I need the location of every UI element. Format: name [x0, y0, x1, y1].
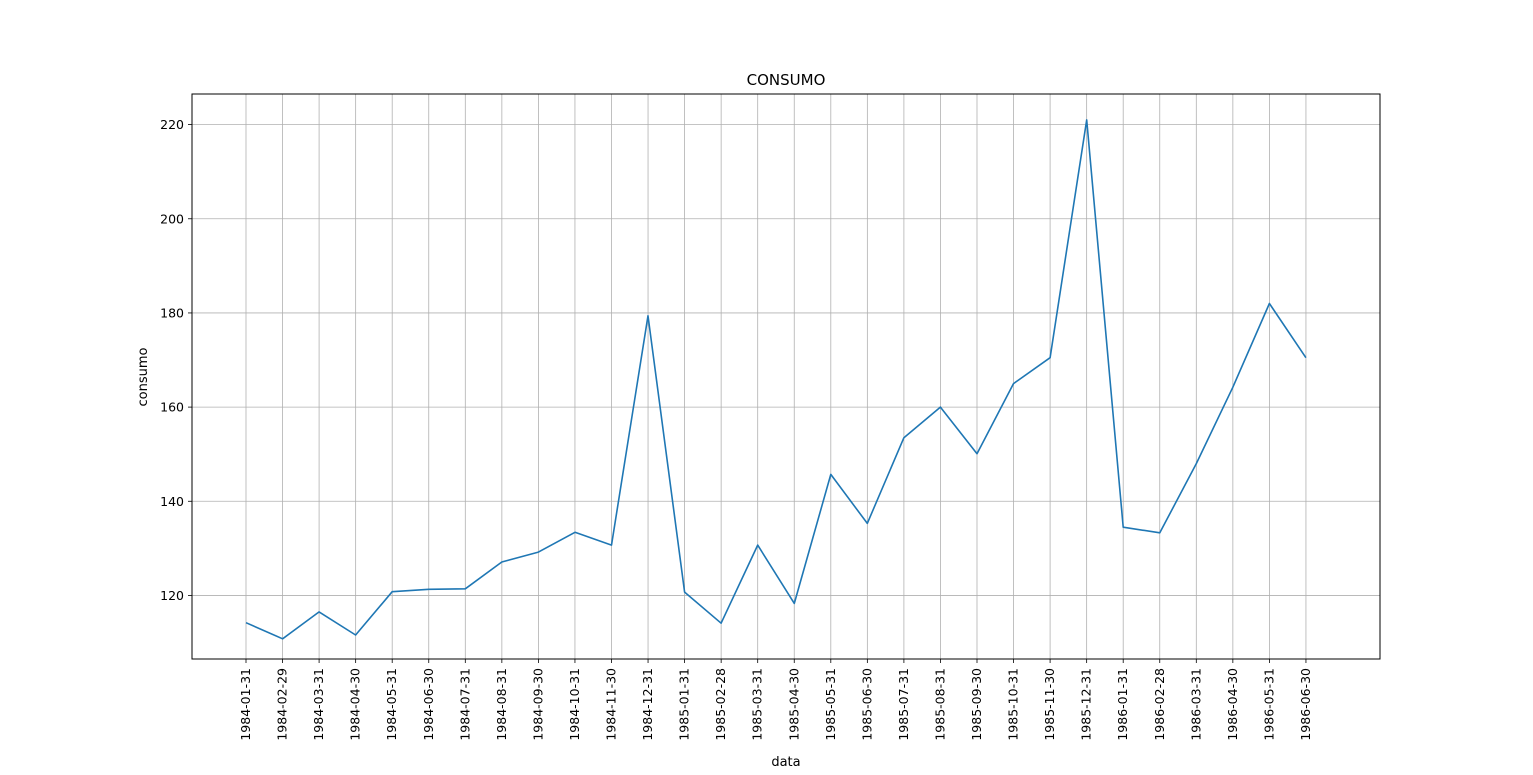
y-tick-label: 200 [160, 211, 184, 226]
x-tick-label: 1985-09-30 [969, 668, 984, 741]
x-tick-label: 1986-02-28 [1152, 668, 1167, 741]
x-tick-label: 1986-04-30 [1225, 668, 1240, 741]
x-tick-label: 1985-06-30 [859, 668, 874, 741]
series-line [245, 119, 1307, 640]
y-tick-label: 160 [160, 400, 184, 415]
x-tick-label: 1985-07-31 [896, 668, 911, 741]
x-tick-label: 1985-03-31 [750, 668, 765, 741]
x-tick-label: 1985-04-30 [786, 668, 801, 741]
grid [192, 94, 1380, 659]
x-tick-label: 1984-04-30 [348, 668, 363, 741]
x-tick-label: 1985-11-30 [1042, 668, 1057, 741]
x-tick-label: 1984-06-30 [421, 668, 436, 741]
y-axis-label: consumo [136, 347, 151, 406]
x-tick-label: 1985-12-31 [1079, 668, 1094, 741]
x-tick-label: 1984-05-31 [384, 668, 399, 741]
x-tick-label: 1984-12-31 [640, 668, 655, 741]
x-tick-label: 1986-06-30 [1298, 668, 1313, 741]
x-tick-label: 1984-07-31 [457, 668, 472, 741]
x-tick-label: 1985-02-28 [713, 668, 728, 741]
y-tick-label: 180 [160, 305, 184, 320]
x-tick-label: 1984-03-31 [311, 668, 326, 741]
y-tick-label: 220 [160, 117, 184, 132]
plot-frame [191, 93, 1381, 660]
chart-title: CONSUMO [747, 71, 826, 89]
x-tick-label: 1984-01-31 [238, 668, 253, 741]
x-tick-label: 1984-09-30 [530, 668, 545, 741]
y-tick-label: 140 [160, 494, 184, 509]
x-tick-label: 1985-01-31 [677, 668, 692, 741]
y-tick-label: 120 [160, 588, 184, 603]
x-tick-label: 1986-05-31 [1261, 668, 1276, 741]
x-tick-label: 1986-03-31 [1188, 668, 1203, 741]
axis-ticks: 1984-01-31 1984-02-29 1984-03-31 1984-04-30… [160, 117, 1313, 741]
x-tick-label: 1984-08-31 [494, 668, 509, 741]
x-tick-label: 1985-10-31 [1006, 668, 1021, 741]
x-axis-label: data [771, 755, 800, 770]
x-tick-label: 1986-01-31 [1115, 668, 1130, 741]
x-tick-label: 1985-08-31 [932, 668, 947, 741]
x-tick-label: 1984-11-30 [604, 668, 619, 741]
x-tick-label: 1984-10-31 [567, 668, 582, 741]
x-tick-label: 1985-05-31 [823, 668, 838, 741]
x-tick-label: 1984-02-29 [275, 668, 290, 741]
